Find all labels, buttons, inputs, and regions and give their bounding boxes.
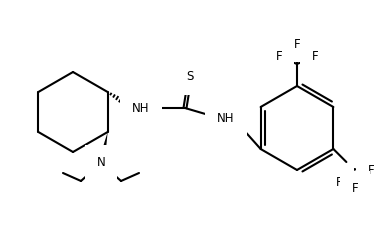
Text: F: F — [368, 165, 375, 178]
Text: F: F — [336, 176, 343, 190]
Text: F: F — [352, 183, 359, 195]
Text: NH: NH — [132, 102, 150, 114]
Text: S: S — [186, 70, 194, 84]
Text: F: F — [294, 37, 300, 51]
Text: F: F — [312, 50, 318, 62]
Text: F: F — [276, 50, 282, 62]
Text: NH: NH — [217, 111, 235, 124]
Text: N: N — [96, 157, 105, 169]
Polygon shape — [98, 132, 108, 166]
